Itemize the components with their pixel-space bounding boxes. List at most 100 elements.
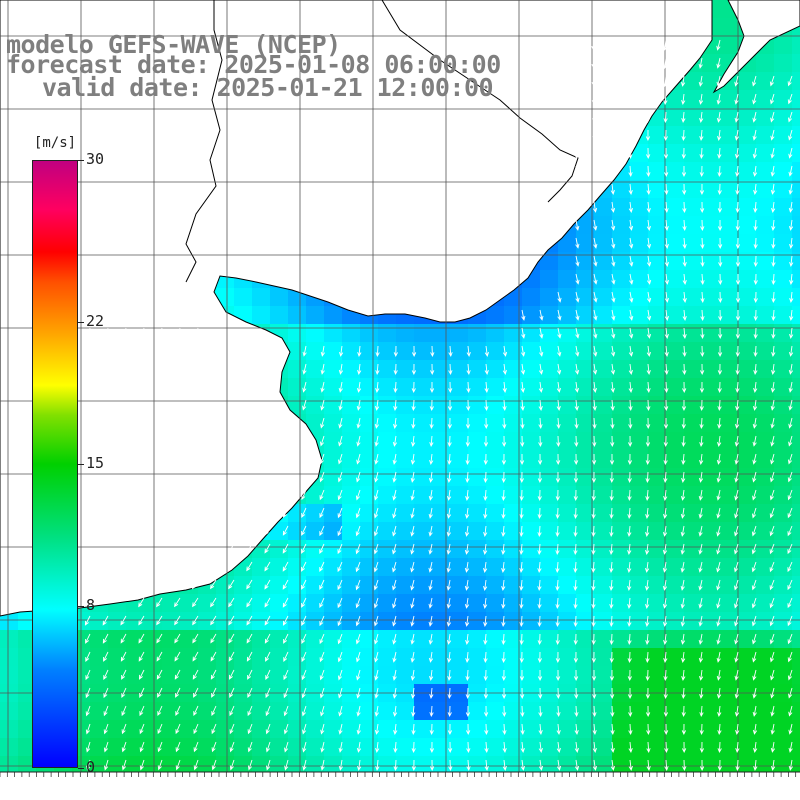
wind-arrow xyxy=(373,579,379,591)
wind-arrow xyxy=(734,489,739,501)
wind-arrow xyxy=(483,669,488,682)
wind-arrow xyxy=(646,363,651,375)
wind-arrow xyxy=(392,705,398,717)
wind-arrow xyxy=(663,489,668,501)
wind-arrow xyxy=(411,759,417,772)
wind-arrow xyxy=(627,651,632,664)
wind-arrow xyxy=(574,129,579,142)
wind-arrow xyxy=(555,489,560,502)
wind-arrow xyxy=(735,363,740,376)
wind-arrow xyxy=(410,543,415,555)
wind-arrow xyxy=(502,723,507,736)
wind-arrow xyxy=(338,759,344,771)
wind-arrow xyxy=(574,435,579,448)
wind-arrow xyxy=(646,723,651,736)
wind-arrow xyxy=(320,399,325,411)
wind-arrow xyxy=(465,669,470,682)
wind-arrow xyxy=(374,651,379,663)
wind-arrow xyxy=(680,543,685,555)
wind-arrow xyxy=(429,687,434,699)
wind-arrow xyxy=(374,687,379,699)
wind-arrow xyxy=(392,471,397,483)
wind-arrow xyxy=(753,741,758,753)
wind-arrow xyxy=(446,489,452,501)
wind-arrow xyxy=(769,561,775,573)
wind-arrow xyxy=(788,759,793,771)
wind-arrow xyxy=(211,759,217,771)
wind-arrow xyxy=(210,651,217,662)
wind-arrow xyxy=(699,741,705,754)
wind-arrow xyxy=(520,723,525,735)
wind-arrow xyxy=(501,507,506,519)
wind-arrow xyxy=(174,633,181,644)
wind-arrow xyxy=(591,507,596,520)
wind-arrow xyxy=(448,381,453,394)
wind-arrow xyxy=(337,669,343,681)
wind-arrow xyxy=(734,525,739,537)
wind-arrow xyxy=(519,579,524,591)
wind-arrow xyxy=(356,435,361,447)
wind-arrow xyxy=(753,237,758,250)
wind-arrow xyxy=(609,615,614,628)
wind-arrow xyxy=(734,471,739,483)
wind-arrow xyxy=(138,633,145,644)
wind-arrow xyxy=(140,309,145,321)
wind-arrow xyxy=(337,525,343,537)
wind-arrow xyxy=(104,327,109,339)
wind-arrow xyxy=(537,453,543,466)
wind-arrow xyxy=(264,543,271,554)
wind-arrow xyxy=(484,417,489,430)
wind-arrow xyxy=(519,507,524,520)
wind-arrow xyxy=(502,363,507,375)
wind-arrow xyxy=(191,579,199,590)
wind-arrow xyxy=(575,219,580,231)
colorbar-tickmark xyxy=(78,160,84,161)
wind-arrow xyxy=(751,507,757,519)
wind-arrow xyxy=(85,705,91,717)
wind-arrow xyxy=(103,723,109,735)
wind-arrow xyxy=(591,111,597,124)
wind-arrow xyxy=(771,327,776,339)
wind-arrow xyxy=(157,687,163,698)
wind-arrow xyxy=(592,165,597,177)
wind-arrow xyxy=(392,507,397,519)
wind-arrow xyxy=(609,687,615,700)
wind-arrow xyxy=(628,399,633,412)
wind-arrow xyxy=(447,705,452,718)
wind-arrow xyxy=(538,435,543,448)
wind-arrow xyxy=(537,507,542,520)
wind-arrow xyxy=(428,633,433,645)
wind-arrow xyxy=(156,615,163,626)
wind-arrow xyxy=(539,309,544,321)
wind-arrow xyxy=(320,741,325,753)
wind-arrow xyxy=(735,291,741,304)
wind-arrow xyxy=(573,39,578,52)
wind-arrow xyxy=(302,381,307,393)
wind-arrow xyxy=(555,633,560,646)
wind-arrow xyxy=(716,93,721,105)
wind-arrow xyxy=(85,687,91,699)
wind-arrow xyxy=(538,687,543,700)
wind-arrow xyxy=(609,579,614,591)
wind-arrow xyxy=(610,363,616,375)
wind-arrow xyxy=(769,489,775,501)
wind-arrow xyxy=(429,435,434,447)
wind-arrow xyxy=(663,669,668,682)
wind-arrow xyxy=(627,435,633,448)
wind-arrow xyxy=(645,75,650,87)
wind-arrow xyxy=(140,327,145,339)
wind-arrow xyxy=(357,759,362,771)
wind-arrow xyxy=(699,111,704,123)
wind-arrow xyxy=(646,255,652,267)
wind-arrow xyxy=(265,669,271,681)
wind-arrow xyxy=(700,219,705,232)
wind-arrow xyxy=(537,525,542,538)
wind-arrow xyxy=(610,165,615,177)
wind-arrow xyxy=(282,579,289,590)
wind-arrow xyxy=(86,741,91,753)
wind-arrow xyxy=(787,111,793,123)
wind-arrow xyxy=(751,597,757,609)
wind-arrow xyxy=(716,57,721,69)
wind-arrow xyxy=(556,687,561,700)
wind-arrow xyxy=(483,471,488,484)
